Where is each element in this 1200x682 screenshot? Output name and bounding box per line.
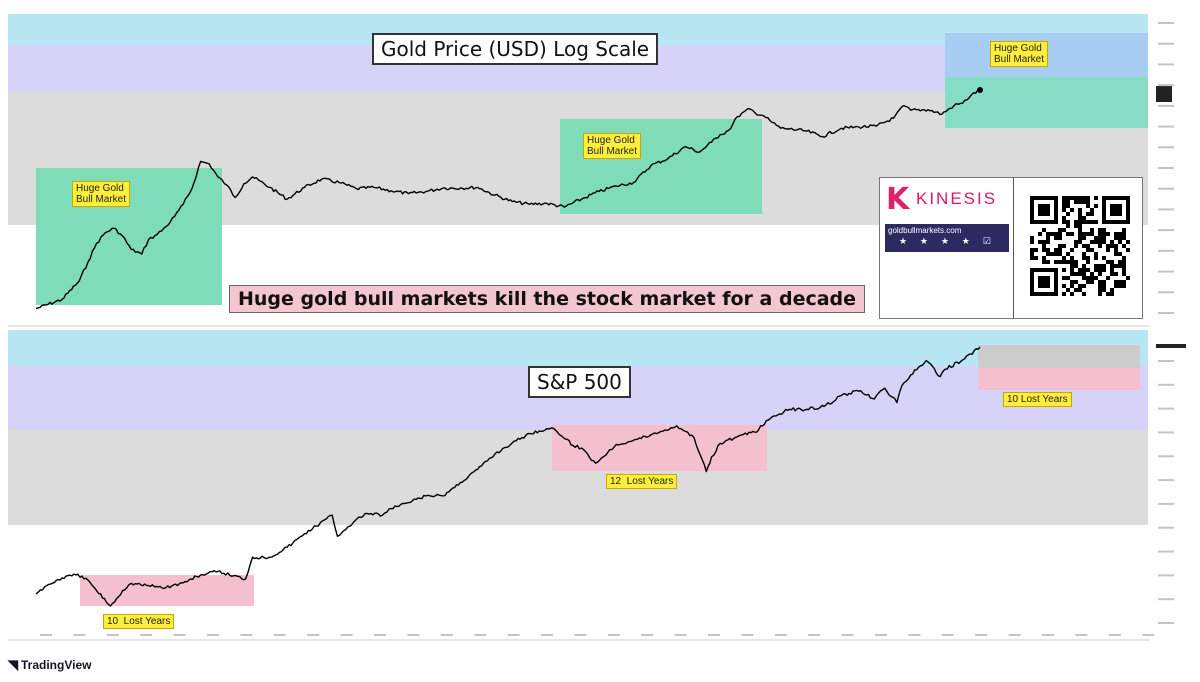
x-axis	[40, 634, 1155, 636]
x-tick-mark	[808, 634, 821, 636]
sp500-lost-years-label: 10 Lost Years	[1003, 392, 1072, 407]
y-tick-mark	[1158, 208, 1174, 211]
x-tick-mark	[841, 634, 854, 636]
sp500-price-line	[35, 346, 981, 607]
y-tick-mark	[1158, 270, 1174, 273]
x-tick-mark	[975, 634, 988, 636]
y-tick-mark	[1158, 407, 1174, 410]
x-tick-mark	[908, 634, 921, 636]
x-tick-mark	[541, 634, 553, 636]
x-tick-mark	[641, 634, 654, 636]
x-tick-mark	[474, 634, 487, 636]
y-tick-mark	[1158, 187, 1174, 190]
x-tick-mark	[273, 634, 286, 636]
x-tick-mark	[73, 634, 86, 636]
last-price-marker	[977, 87, 983, 93]
kinesis-brand: KINESIS	[916, 189, 998, 208]
y-tick-mark	[1158, 502, 1174, 505]
x-tick-mark	[1142, 634, 1155, 636]
x-tick-mark	[875, 634, 887, 636]
y-tick-mark	[1158, 431, 1174, 434]
y-tick-mark	[1158, 383, 1174, 386]
y-tick-mark	[1158, 63, 1174, 66]
x-tick-mark	[374, 634, 386, 636]
x-tick-mark	[741, 634, 754, 636]
y-tick-mark	[1158, 526, 1174, 529]
y-tick-mark	[1158, 104, 1174, 107]
x-tick-mark	[207, 634, 219, 636]
y-tick-mark	[1158, 229, 1174, 232]
x-tick-mark	[1108, 634, 1121, 636]
y-tick-mark	[1158, 360, 1174, 362]
rating-stars: ★ ★ ★ ★ ☑	[899, 237, 996, 247]
x-tick-mark	[140, 634, 153, 636]
headline-annotation: Huge gold bull markets kill the stock ma…	[229, 285, 866, 313]
x-tick-mark	[1075, 634, 1088, 636]
x-tick-mark	[774, 634, 787, 636]
gold-bull-market-label: Huge Gold Bull Market	[583, 133, 642, 159]
sp500-lost-years-label: 10 Lost Years	[103, 614, 175, 629]
y-tick-mark	[1158, 312, 1174, 314]
kinesis-ad-card[interactable]: K KINESIS goldbullmarkets.com ★ ★ ★ ★ ☑	[879, 177, 1143, 319]
x-tick-mark	[708, 634, 720, 636]
y-tick-mark	[1158, 84, 1174, 87]
x-tick-mark	[173, 634, 186, 636]
gold-bull-market-label: Huge Gold Bull Market	[990, 41, 1049, 67]
y-tick-mark	[1158, 455, 1174, 458]
tradingview-logo-text: TradingView	[21, 658, 92, 672]
x-tick-mark	[674, 634, 687, 636]
tradingview-logo-icon: ◥	[8, 657, 18, 672]
x-tick-mark	[607, 634, 620, 636]
ad-url[interactable]: goldbullmarkets.com	[888, 226, 962, 235]
y-tick-mark	[1158, 622, 1174, 624]
gold-panel-title: Gold Price (USD) Log Scale	[372, 33, 659, 65]
y-tick-mark	[1158, 125, 1174, 128]
tradingview-logo: ◥ TradingView	[8, 657, 91, 673]
x-tick-mark	[40, 634, 52, 636]
x-tick-mark	[1042, 634, 1054, 636]
x-tick-mark	[307, 634, 320, 636]
qr-code-icon[interactable]	[1030, 196, 1130, 296]
kinesis-logo: K	[886, 182, 910, 217]
x-tick-mark	[574, 634, 587, 636]
sp500-series	[35, 346, 981, 607]
x-tick-mark	[106, 634, 119, 636]
x-tick-mark	[240, 634, 253, 636]
ad-url-banner[interactable]: goldbullmarkets.com ★ ★ ★ ★ ☑	[885, 224, 1009, 252]
x-tick-mark	[340, 634, 353, 636]
gold-price-line	[35, 89, 980, 310]
sp500-y-axis	[1158, 360, 1174, 624]
x-tick-mark	[440, 634, 453, 636]
y-tick-mark	[1158, 167, 1174, 169]
ad-divider	[1013, 178, 1014, 318]
y-tick-mark	[1158, 291, 1174, 294]
y-tick-mark	[1158, 249, 1174, 252]
x-tick-mark	[507, 634, 520, 636]
y-tick-mark	[1158, 574, 1174, 577]
y-tick-mark	[1158, 550, 1174, 553]
x-tick-mark	[407, 634, 420, 636]
y-tick-mark	[1158, 479, 1174, 482]
sp500-panel-title: S&P 500	[528, 366, 631, 398]
gold-y-axis	[1158, 22, 1174, 314]
gold-price-series	[35, 87, 983, 310]
x-tick-mark	[1008, 634, 1021, 636]
y-tick-mark	[1158, 22, 1174, 24]
x-tick-mark	[941, 634, 954, 636]
sp500-lost-years-label: 12 Lost Years	[606, 474, 678, 489]
gold-bull-market-label: Huge Gold Bull Market	[72, 181, 131, 207]
y-tick-mark	[1158, 146, 1174, 149]
y-tick-mark	[1158, 598, 1174, 601]
y-tick-mark	[1158, 42, 1174, 45]
